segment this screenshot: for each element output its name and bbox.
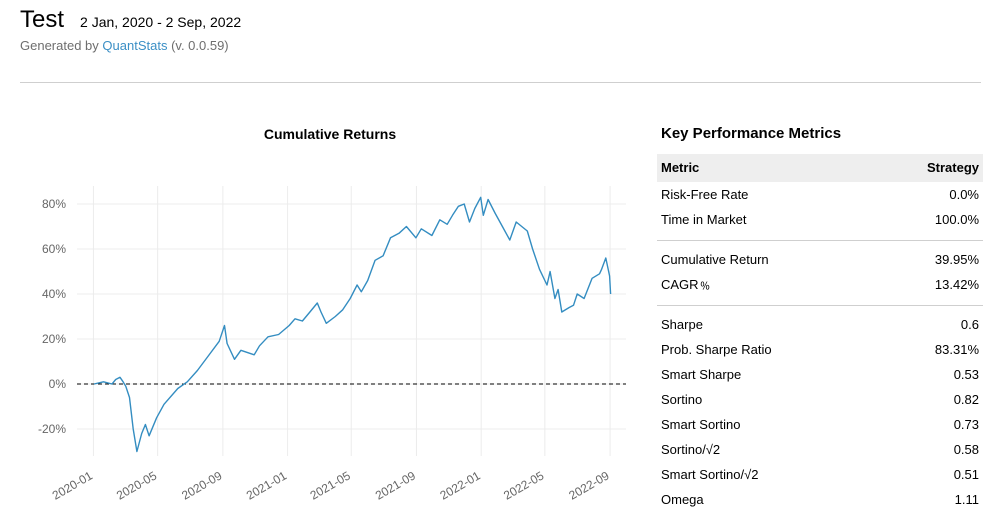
x-tick-label: 2022-01 [438, 468, 483, 502]
cumulative-returns-line [93, 196, 612, 453]
metric-value: 0.6 [960, 317, 979, 332]
metric-row: Time in Market 100.0% [657, 207, 983, 232]
x-tick-label: 2021-09 [373, 468, 418, 502]
metric-value: 100.0% [934, 212, 979, 227]
metric-label: Cumulative Return [661, 252, 769, 267]
page-title: Test [20, 6, 65, 33]
metrics-header-row: Metric Strategy [657, 154, 983, 182]
metrics-separator [657, 240, 983, 241]
metrics-group-returns: Cumulative Return 39.95% CAGR﹪ 13.42% [657, 247, 983, 297]
metric-row: Sharpe 0.6 [657, 312, 983, 337]
metric-row: Omega 1.11 [657, 487, 983, 512]
metric-label: Time in Market [661, 212, 747, 227]
generated-by: Generated by QuantStats (v. 0.0.59) [20, 38, 241, 53]
x-tick-label: 2020-09 [179, 468, 224, 502]
x-tick-label: 2020-01 [50, 468, 95, 502]
x-tick-label: 2022-05 [501, 468, 546, 502]
x-tick-label: 2022-09 [566, 468, 611, 502]
metric-column-header: Metric [661, 160, 700, 175]
metric-value: 0.0% [949, 187, 979, 202]
metric-row: Smart Sortino 0.73 [657, 412, 983, 437]
cumulative-returns-chart: 80% 60% 40% 20% 0% -20% 2020-01 2020-05 2020-09 2… [38, 186, 626, 503]
metric-label: Prob. Sharpe Ratio [661, 342, 772, 357]
metric-row: Sortino/√2 0.58 [657, 437, 983, 462]
report-header: Test 2 Jan, 2020 - 2 Sep, 2022 Generated… [20, 6, 241, 53]
metric-value: 39.95% [934, 252, 979, 267]
metric-row: Prob. Sharpe Ratio 83.31% [657, 337, 983, 362]
metric-label: Omega [661, 492, 704, 507]
metric-value: 0.82 [953, 392, 979, 407]
metric-label: Sortino [661, 392, 703, 407]
quantstats-link[interactable]: QuantStats [102, 38, 168, 53]
metrics-panel: Key Performance Metrics Metric Strategy … [657, 125, 983, 512]
metric-label: Sortino/√2 [661, 442, 721, 457]
metrics-title: Key Performance Metrics [661, 125, 842, 142]
metric-row: CAGR﹪ 13.42% [657, 272, 983, 297]
y-tick-label: 40% [42, 287, 66, 301]
metric-value: 1.11 [954, 492, 979, 507]
metric-value: 13.42% [934, 277, 979, 292]
metric-value: 0.73 [953, 417, 979, 432]
metric-row: Sortino 0.82 [657, 387, 983, 412]
y-tick-label: 60% [42, 242, 66, 256]
metric-row: Risk-Free Rate 0.0% [657, 182, 983, 207]
metric-label: CAGR﹪ [661, 277, 712, 292]
metric-row: Cumulative Return 39.95% [657, 247, 983, 272]
metric-label: Risk-Free Rate [661, 187, 749, 202]
metric-value: 0.51 [953, 467, 979, 482]
version-label: (v. 0.0.59) [171, 38, 229, 53]
y-tick-label: 80% [42, 197, 66, 211]
metric-label: Sharpe [661, 317, 703, 332]
metric-label: Smart Sharpe [661, 367, 742, 382]
metric-label: Smart Sortino [661, 417, 741, 432]
metric-label: Smart Sortino/√2 [661, 467, 759, 482]
y-tick-label: 0% [49, 377, 67, 391]
strategy-column-header: Strategy [926, 160, 979, 175]
date-range: 2 Jan, 2020 - 2 Sep, 2022 [80, 14, 242, 30]
metric-value: 0.58 [953, 442, 979, 457]
chart-title: Cumulative Returns [263, 126, 397, 142]
metric-value: 0.53 [953, 367, 979, 382]
header-divider [20, 82, 981, 83]
x-tick-label: 2021-01 [244, 468, 289, 502]
metrics-separator [657, 305, 983, 306]
y-tick-label: -20% [38, 422, 66, 436]
x-tick-label: 2021-05 [308, 468, 353, 502]
metrics-group-ratios: Sharpe 0.6 Prob. Sharpe Ratio 83.31% Smart S… [657, 312, 983, 512]
y-tick-label: 20% [42, 332, 66, 346]
metric-row: Smart Sharpe 0.53 [657, 362, 983, 387]
generated-prefix: Generated by [20, 38, 99, 53]
x-tick-label: 2020-05 [114, 468, 159, 502]
metric-value: 83.31% [934, 342, 979, 357]
metrics-group-rates: Risk-Free Rate 0.0% Time in Market 100.0% [657, 182, 983, 232]
metric-row: Smart Sortino/√2 0.51 [657, 462, 983, 487]
